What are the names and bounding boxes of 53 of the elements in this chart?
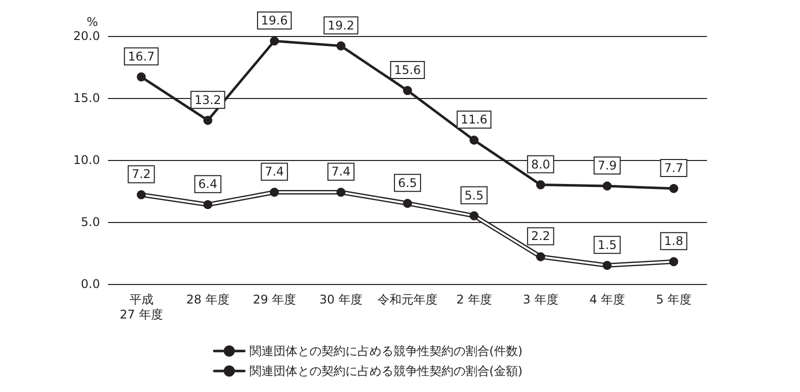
point [669, 257, 678, 266]
x-tick-label: 5 年度 [656, 292, 692, 306]
data-label: 6.4 [198, 177, 218, 192]
data-label: 7.7 [664, 161, 684, 176]
data-label: 2.2 [531, 229, 550, 244]
point [136, 190, 146, 200]
point [403, 86, 412, 96]
x-tick-label: 28 年度 [186, 292, 230, 306]
data-label: 7.9 [598, 158, 617, 173]
point [470, 211, 479, 220]
x-tick-label: 29 年度 [252, 292, 296, 306]
y-tick-label: 20.0 [73, 29, 100, 43]
y-tick-label: 0.0 [80, 277, 100, 291]
data-label: 1.5 [598, 238, 617, 252]
data-label: 11.6 [460, 112, 488, 127]
point [136, 72, 146, 82]
point [203, 200, 212, 210]
point [602, 260, 612, 270]
x-tick-label: 平成27 年度 [120, 292, 163, 322]
x-tick-label: 4 年度 [589, 292, 625, 306]
point [669, 184, 678, 194]
x-tick-label: 令和元年度 [378, 292, 438, 306]
data-label: 7.4 [331, 164, 350, 179]
data-label: 19.2 [328, 18, 354, 32]
y-tick-label: 15.0 [73, 91, 100, 105]
point [403, 198, 412, 208]
data-label: 1.8 [664, 234, 684, 248]
point [203, 116, 212, 125]
y-tick-label: 10.0 [73, 153, 100, 167]
data-label: 13.2 [194, 92, 222, 107]
point [336, 41, 346, 50]
data-label: 19.6 [261, 13, 288, 28]
point [336, 188, 346, 197]
x-tick-label: 2 年度 [456, 292, 492, 306]
data-label: 5.5 [464, 188, 484, 202]
y-axis-title: % [86, 15, 98, 29]
point [270, 36, 279, 46]
point [536, 180, 546, 190]
point [602, 182, 612, 191]
x-tick-label: 30 年度 [319, 292, 362, 306]
data-label: 7.4 [264, 164, 284, 179]
data-label: 15.6 [394, 63, 421, 78]
data-label: 8.0 [531, 157, 550, 172]
data-label: 7.2 [132, 167, 151, 182]
x-tick-label: 3 年度 [522, 292, 558, 306]
data-label: 6.5 [398, 176, 418, 190]
point [470, 136, 479, 145]
point [536, 252, 546, 262]
point [270, 188, 279, 197]
legend-label: 関連団体との契約に占める競争性契約の割合(件数) [249, 344, 523, 358]
legend-label: 関連団体との契約に占める競争性契約の割合(金額) [249, 364, 523, 378]
y-tick-label: 5.0 [80, 215, 100, 229]
data-label: 16.7 [128, 49, 155, 64]
